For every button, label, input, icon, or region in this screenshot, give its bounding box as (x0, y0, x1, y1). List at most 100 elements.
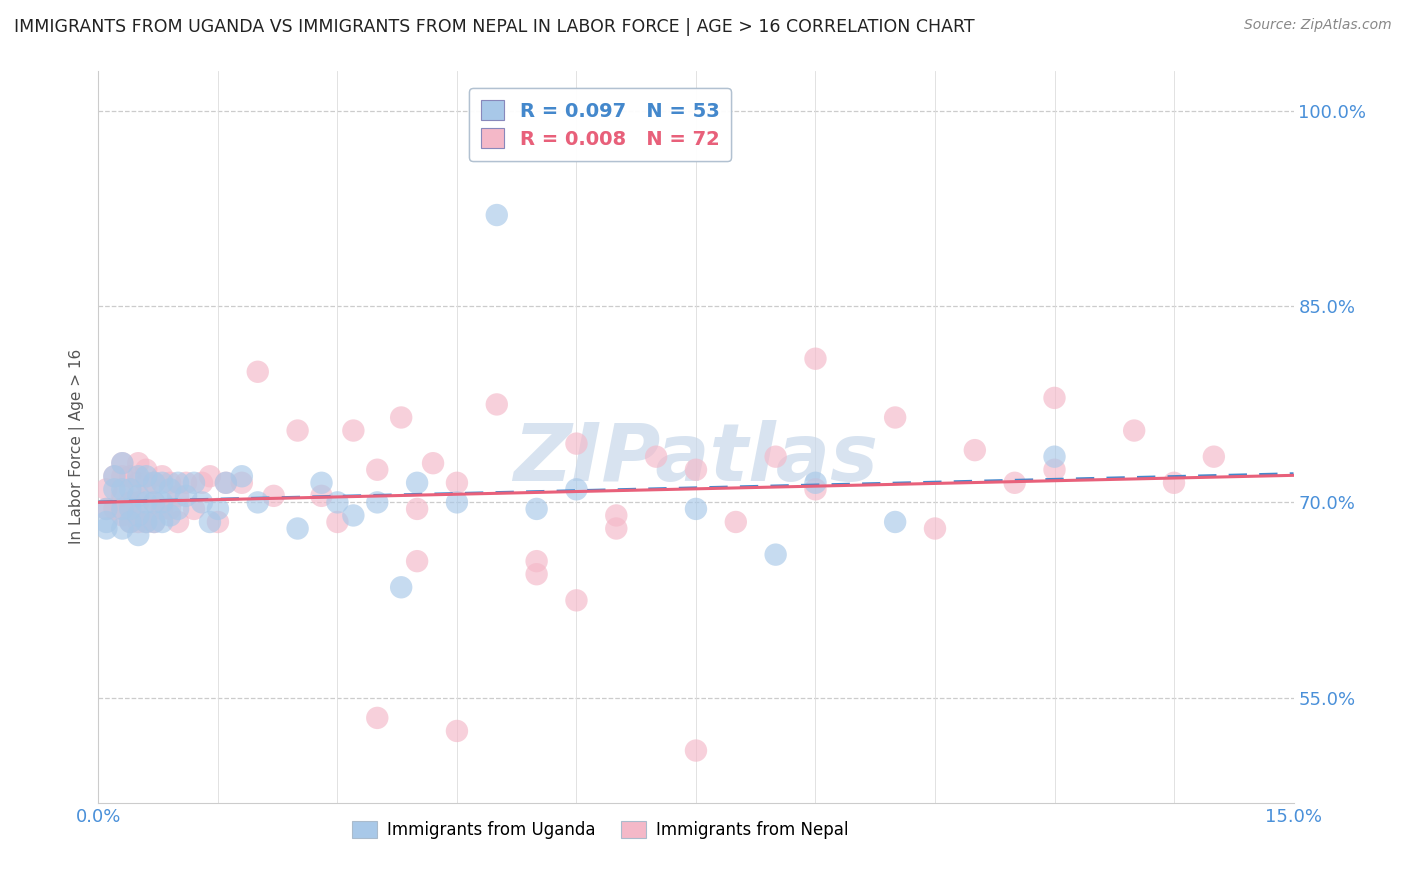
Point (526, 554, 548, 568)
Point (366, 711, 388, 725)
Point (111, 489, 134, 503)
Point (150, 502, 173, 516)
Point (103, 502, 125, 516)
Point (127, 456, 149, 470)
Point (1043, 391, 1066, 405)
Point (135, 515, 157, 529)
Point (685, 502, 707, 516)
Point (120, 515, 142, 529)
Point (526, 567, 548, 582)
Point (1043, 463, 1066, 477)
Point (406, 502, 429, 516)
Point (605, 521, 627, 535)
Point (406, 475, 429, 490)
Point (143, 475, 166, 490)
Point (1043, 450, 1066, 464)
Point (174, 489, 197, 503)
Point (135, 515, 157, 529)
Point (526, 502, 548, 516)
Point (103, 469, 125, 483)
Point (167, 475, 190, 490)
Point (111, 456, 134, 470)
Point (342, 508, 364, 523)
Point (685, 743, 707, 757)
Point (143, 495, 166, 509)
Point (207, 502, 229, 516)
Point (215, 475, 238, 490)
Point (231, 475, 253, 490)
Point (127, 515, 149, 529)
Text: Source: ZipAtlas.com: Source: ZipAtlas.com (1244, 18, 1392, 32)
Point (143, 515, 166, 529)
Point (159, 475, 181, 490)
Point (111, 521, 134, 535)
Point (389, 580, 412, 594)
Point (198, 515, 221, 529)
Point (924, 521, 946, 535)
Point (287, 521, 309, 535)
Point (103, 469, 125, 483)
Point (342, 424, 364, 438)
Point (103, 483, 125, 497)
Point (127, 469, 149, 483)
Point (127, 475, 149, 490)
Point (326, 495, 349, 509)
Point (150, 469, 173, 483)
Point (120, 469, 142, 483)
Point (167, 502, 190, 516)
Point (215, 475, 238, 490)
Point (135, 495, 157, 509)
Point (183, 475, 205, 490)
Point (120, 502, 142, 516)
Point (446, 723, 468, 738)
Point (366, 495, 388, 509)
Point (311, 475, 333, 490)
Point (167, 489, 190, 503)
Point (326, 515, 349, 529)
Point (127, 489, 149, 503)
Point (150, 515, 173, 529)
Point (1163, 475, 1185, 490)
Point (446, 475, 468, 490)
Point (159, 502, 181, 516)
Point (565, 436, 588, 450)
Point (963, 443, 986, 458)
Point (111, 508, 134, 523)
Point (96, 521, 118, 535)
Point (645, 450, 668, 464)
Point (207, 515, 229, 529)
Point (198, 469, 221, 483)
Point (565, 593, 588, 607)
Point (174, 475, 197, 490)
Legend: R = 0.097   N = 53, R = 0.008   N = 72: R = 0.097 N = 53, R = 0.008 N = 72 (470, 88, 731, 161)
Point (565, 483, 588, 497)
Point (765, 450, 787, 464)
Point (159, 508, 181, 523)
Point (127, 495, 149, 509)
Point (159, 483, 181, 497)
Point (111, 456, 134, 470)
Point (366, 463, 388, 477)
Point (150, 475, 173, 490)
Point (1202, 450, 1225, 464)
Point (96, 483, 118, 497)
Point (485, 208, 508, 222)
Point (1123, 424, 1146, 438)
Point (191, 495, 214, 509)
Point (884, 515, 907, 529)
Point (183, 502, 205, 516)
Point (804, 475, 827, 490)
Point (446, 495, 468, 509)
Text: ZIPatlas: ZIPatlas (513, 420, 879, 498)
Point (143, 515, 166, 529)
Point (135, 475, 157, 490)
Point (422, 456, 444, 470)
Point (143, 475, 166, 490)
Point (111, 502, 134, 516)
Point (804, 483, 827, 497)
Point (263, 489, 285, 503)
Point (96, 515, 118, 529)
Point (605, 508, 627, 523)
Point (150, 495, 173, 509)
Point (143, 495, 166, 509)
